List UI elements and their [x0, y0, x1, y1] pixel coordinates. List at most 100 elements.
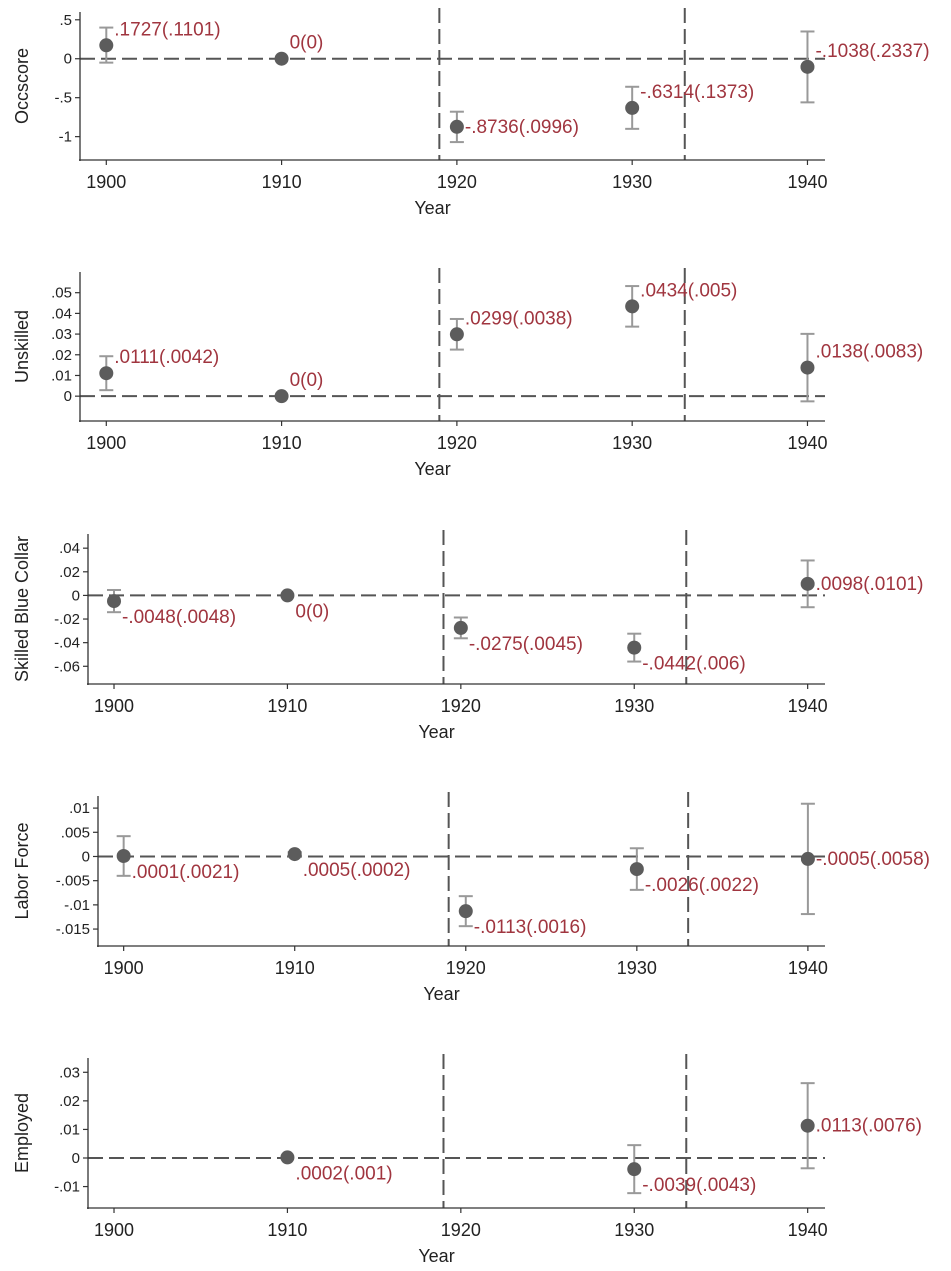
panel-1-data-label-1930: -.6314(.1373): [640, 82, 754, 103]
panel-4-point-1940: [800, 851, 815, 866]
panel-3-data-label-1940: .0098(.0101): [816, 574, 924, 595]
panel-4-y-tick-label: .005: [61, 824, 90, 841]
panel-3-x-tick-label: 1900: [94, 696, 134, 716]
panel-5-y-tick-label: -.01: [54, 1179, 80, 1196]
panel-2-point-1920: [449, 327, 464, 342]
panel-1-point-1920: [449, 119, 464, 134]
panel-4-x-tick-label: 1920: [446, 958, 486, 978]
panel-3-data-label-1910: 0(0): [295, 601, 329, 622]
panel-1-point-1910: [274, 51, 289, 66]
panel-4-y-tick-label: -.015: [56, 921, 90, 938]
panel-4-point-1900: [116, 849, 131, 863]
panel-5-data-label-1930: -.0039(.0043): [642, 1175, 756, 1196]
panel-3-y-tick-label: 0: [72, 587, 80, 604]
panel-3-y-tick-label: -.02: [54, 611, 80, 628]
panel-3-x-tick-label: 1920: [441, 696, 481, 716]
panel-5-x-tick-label: 1910: [267, 1220, 307, 1240]
panel-5-x-tick-label: 1900: [94, 1220, 134, 1240]
panel-2-x-axis-title: Year: [414, 459, 450, 479]
panel-4-data-label-1940: -.0005(.0058): [816, 849, 930, 870]
panel-3-point-1900: [107, 594, 122, 609]
panel-3-x-tick-label: 1940: [788, 696, 828, 716]
panel-2-x-tick-label: 1900: [86, 433, 126, 453]
panel-1-data-label-1920: -.8736(.0996): [465, 117, 579, 138]
panel-2-data-label-1940: .0138(.0083): [815, 342, 923, 363]
panel-1-x-tick-label: 1930: [612, 172, 652, 192]
panel-3-x-tick-label: 1930: [614, 696, 654, 716]
panel-1-point-1930: [625, 100, 640, 115]
panel-3-y-axis-title: Skilled Blue Collar: [12, 536, 32, 682]
panel-1-x-tick-label: 1900: [86, 172, 126, 192]
panel-5-y-tick-label: .02: [59, 1093, 80, 1110]
panel-2-point-1940: [800, 360, 815, 375]
panel-4-point-1910: [287, 847, 302, 862]
panel-1-y-tick-label: -.5: [54, 90, 72, 107]
panel-2-x-tick-label: 1940: [787, 433, 827, 453]
panel-4-data-label-1900: .0001(.0021): [132, 862, 240, 883]
panel-1-x-axis-title: Year: [414, 198, 450, 218]
panel-4-x-tick-label: 1940: [788, 958, 828, 978]
panel-2-y-tick-label: 0: [64, 388, 72, 405]
panel-2-point-1910: [274, 389, 289, 404]
panel-1-data-label-1900: .1727(.1101): [114, 19, 220, 40]
panel-4-data-label-1910: .0005(.0002): [303, 860, 411, 881]
panel-2-x-tick-label: 1920: [437, 433, 477, 453]
panel-1-data-label-1940: -.1038(.2337): [815, 41, 929, 62]
panel-1-y-tick-label: 0: [64, 51, 72, 68]
panel-2-data-label-1930: .0434(.005): [640, 280, 737, 301]
panel-4-x-tick-label: 1900: [104, 958, 144, 978]
panel-2-data-label-1910: 0(0): [290, 370, 324, 391]
panel-3-x-tick-label: 1910: [267, 696, 307, 716]
panel-5-y-axis-title: Employed: [12, 1093, 32, 1173]
panel-4-point-1920: [458, 904, 473, 919]
panel-4-y-tick-label: 0: [82, 848, 90, 865]
panel-1-data-label-1910: 0(0): [290, 33, 324, 54]
panel-4-x-tick-label: 1930: [617, 958, 657, 978]
panel-1-y-axis-title: Occscore: [12, 48, 32, 124]
panel-3-point-1920: [453, 620, 468, 635]
panel-1-point-1900: [99, 38, 114, 53]
panel-4-y-tick-label: -.01: [64, 897, 90, 914]
panel-1-y-tick-label: -1: [59, 129, 72, 146]
panel-5-x-tick-label: 1930: [614, 1220, 654, 1240]
panel-3-point-1910: [280, 588, 295, 603]
panel-2-point-1900: [99, 366, 114, 381]
panel-4-y-tick-label: -.005: [56, 873, 90, 890]
panel-3-x-axis-title: Year: [418, 722, 454, 742]
panel-5-x-tick-label: 1920: [441, 1220, 481, 1240]
panel-5-x-tick-label: 1940: [788, 1220, 828, 1240]
panel-3-y-tick-label: .04: [59, 540, 80, 557]
panel-5-data-label-1910: .0002(.001): [295, 1163, 392, 1184]
panel-4-y-tick-label: .01: [69, 800, 90, 817]
panel-4-data-label-1920: -.0113(.0016): [474, 917, 587, 938]
panel-2-y-tick-label: .03: [51, 326, 72, 343]
panel-2-y-tick-label: .01: [51, 367, 72, 384]
panel-3-point-1940: [800, 576, 815, 591]
panel-4-y-axis-title: Labor Force: [12, 822, 32, 919]
panel-3-y-tick-label: -.04: [54, 635, 80, 652]
panel-4-x-tick-label: 1910: [275, 958, 315, 978]
panel-3-data-label-1900: -.0048(.0048): [122, 607, 236, 628]
panel-1-point-1940: [800, 59, 815, 74]
panel-5-point-1940: [800, 1118, 815, 1133]
panel-1-x-tick-label: 1910: [262, 172, 302, 192]
panel-1-x-tick-label: 1920: [437, 172, 477, 192]
panel-3-y-tick-label: -.06: [54, 658, 80, 675]
panel-4-data-label-1930: -.0026(.0022): [645, 875, 759, 896]
panel-1-y-tick-label: .5: [59, 12, 72, 29]
panel-2-y-tick-label: .04: [51, 305, 72, 322]
panel-4-point-1930: [629, 862, 644, 877]
panel-5-y-tick-label: .03: [59, 1064, 80, 1081]
panel-2-data-label-1920: .0299(.0038): [465, 308, 573, 329]
panel-4-x-axis-title: Year: [423, 984, 459, 1004]
panel-2-y-tick-label: .02: [51, 347, 72, 364]
panel-3-y-tick-label: .02: [59, 564, 80, 581]
panel-5-point-1910: [280, 1150, 295, 1165]
panel-5-x-axis-title: Year: [418, 1246, 454, 1266]
panel-2-x-tick-label: 1930: [612, 433, 652, 453]
panel-2-data-label-1900: .0111(.0042): [114, 347, 219, 368]
panel-2-y-axis-title: Unskilled: [12, 310, 32, 383]
panel-5-data-label-1940: .0113(.0076): [816, 1116, 922, 1137]
